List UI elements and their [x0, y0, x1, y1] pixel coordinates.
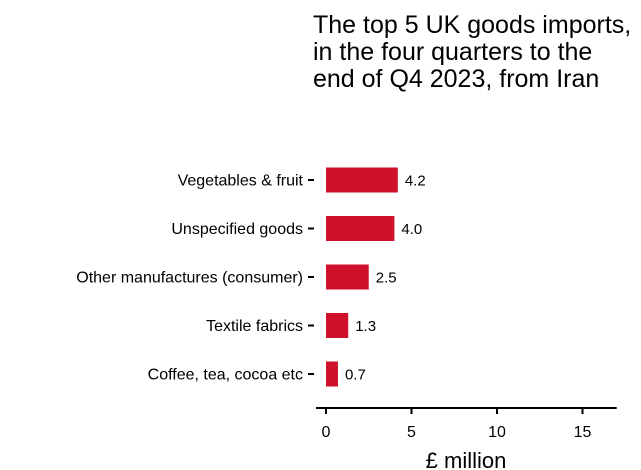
bar-vegetables-fruit: [326, 167, 398, 193]
category-label-coffee-tea-cocoa-etc: Coffee, tea, cocoa etc: [148, 367, 303, 384]
bar-other-manufactures-consumer: [326, 264, 369, 290]
x-tick-label-10: 10: [488, 424, 506, 441]
category-label-unspecified-goods: Unspecified goods: [171, 221, 303, 238]
x-axis-title: £ million: [426, 448, 507, 470]
value-label-textile-fabrics: 1.3: [355, 318, 376, 335]
value-label-unspecified-goods: 4.0: [401, 221, 422, 238]
value-label-coffee-tea-cocoa-etc: 0.7: [345, 367, 366, 384]
value-label-other-manufactures-consumer: 2.5: [376, 270, 397, 287]
category-label-textile-fabrics: Textile fabrics: [206, 318, 303, 335]
x-tick-label-15: 15: [574, 424, 592, 441]
bar-coffee-tea-cocoa-etc: [326, 361, 338, 387]
bar-textile-fabrics: [326, 313, 349, 338]
x-tick-label-5: 5: [407, 424, 416, 441]
bar-unspecified-goods: [326, 216, 395, 241]
value-label-vegetables-fruit: 4.2: [405, 173, 426, 190]
chart-title: The top 5 UK goods imports, in the four …: [313, 11, 632, 93]
x-tick-label-0: 0: [322, 424, 331, 441]
category-label-vegetables-fruit: Vegetables & fruit: [178, 173, 304, 190]
category-label-other-manufactures-consumer: Other manufactures (consumer): [76, 270, 303, 287]
